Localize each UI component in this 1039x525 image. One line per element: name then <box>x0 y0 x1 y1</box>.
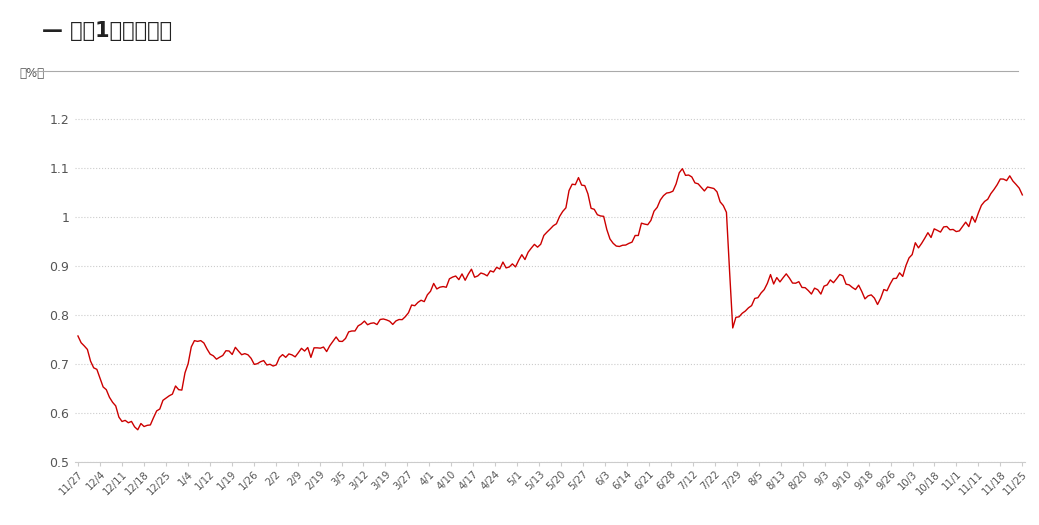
Text: — 過去1年分の推移: — 過去1年分の推移 <box>42 21 171 41</box>
Text: （%）: （%） <box>20 67 45 80</box>
